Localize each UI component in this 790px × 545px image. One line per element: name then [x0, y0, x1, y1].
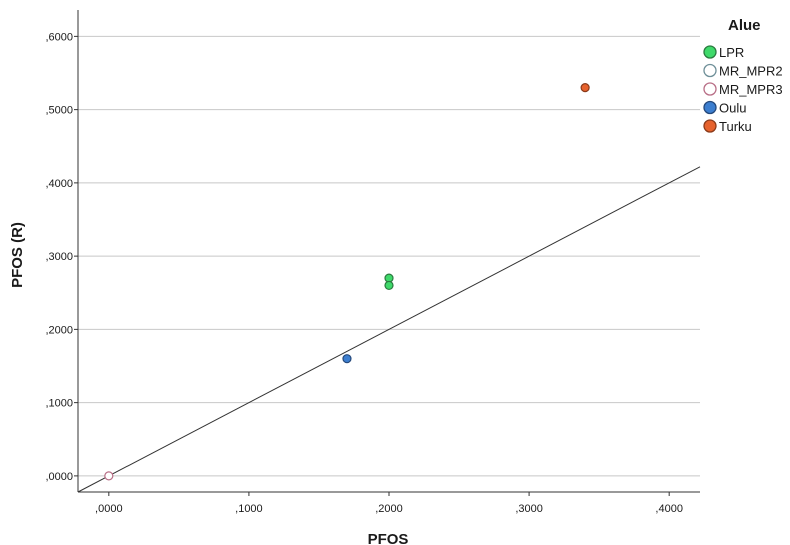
data-points: [104, 83, 590, 481]
legend-label: MR_MPR2: [719, 64, 783, 79]
legend-marker: [703, 63, 717, 78]
y-tick-label: ,4000: [45, 178, 73, 190]
y-tick-label: ,5000: [45, 105, 73, 117]
legend-title: Alue: [728, 17, 761, 34]
legend-label: Turku: [719, 119, 752, 134]
legend-label: Oulu: [719, 101, 746, 116]
y-tick-label: ,1000: [45, 398, 73, 410]
x-tick-label: ,3000: [515, 503, 543, 515]
x-axis-ticks: ,0000 ,1000 ,2000 ,3000 ,4000: [95, 492, 683, 515]
gridlines: [78, 35, 700, 477]
x-tick-label: ,2000: [375, 503, 403, 515]
legend-marker: [703, 82, 717, 96]
legend-marker: [703, 100, 717, 115]
y-tick-label: ,3000: [45, 251, 73, 263]
data-point-mr-mpr3: [104, 471, 114, 481]
x-tick-label: ,4000: [655, 503, 683, 515]
legend-marker: [703, 45, 717, 59]
legend-marker: [703, 119, 717, 133]
x-axis-title: PFOS: [368, 531, 409, 545]
data-point-turku: [580, 83, 590, 93]
data-point-lpr: [384, 280, 394, 291]
legend-label: MR_MPR3: [719, 82, 783, 97]
legend: Alue LPR MR_MPR2 MR_MPR3 Oulu Turku: [703, 17, 783, 134]
reference-line: [77, 166, 701, 493]
data-point-oulu: [342, 354, 352, 364]
x-tick-label: ,1000: [235, 503, 263, 515]
legend-label: LPR: [719, 45, 744, 60]
y-axis-ticks: ,0000 ,1000 ,2000 ,3000 ,4000 ,5000 ,6000: [45, 31, 78, 483]
y-tick-label: ,0000: [45, 471, 73, 483]
x-tick-label: ,0000: [95, 503, 123, 515]
y-axis-title: PFOS (R): [9, 222, 26, 288]
y-tick-label: ,2000: [45, 324, 73, 336]
y-tick-label: ,6000: [45, 31, 73, 43]
